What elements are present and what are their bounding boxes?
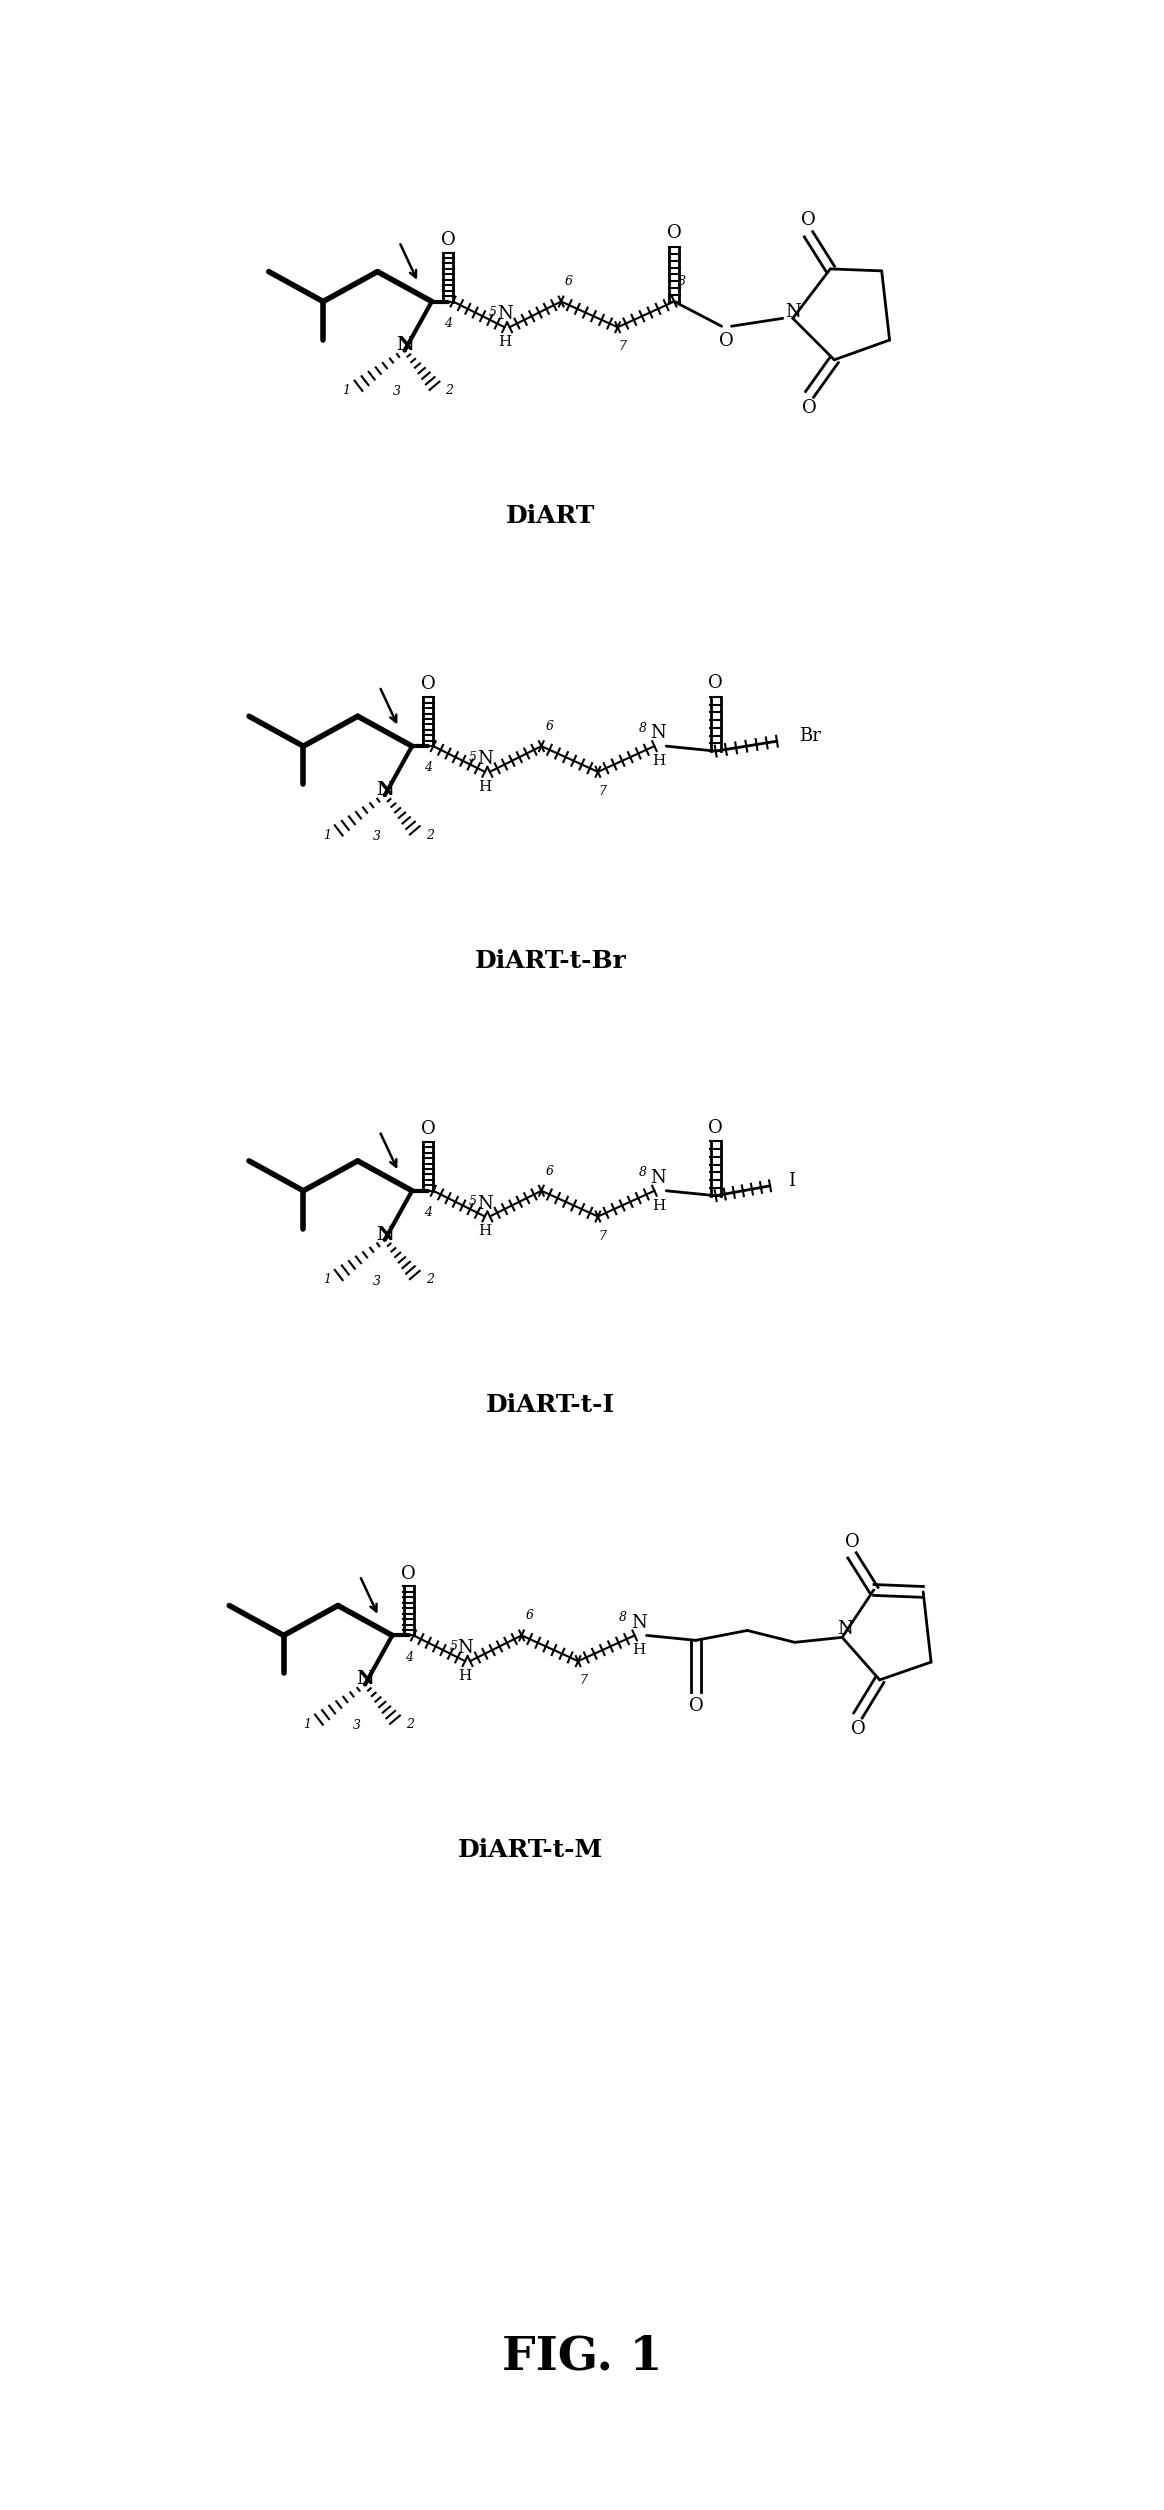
Text: DiART-t-I: DiART-t-I bbox=[485, 1393, 615, 1418]
Text: 2: 2 bbox=[426, 828, 434, 841]
Text: DiART: DiART bbox=[505, 505, 595, 527]
Text: 4: 4 bbox=[405, 1652, 412, 1664]
Text: 7: 7 bbox=[618, 341, 626, 354]
Text: H: H bbox=[478, 781, 491, 793]
Text: O: O bbox=[689, 1697, 703, 1714]
Text: 5: 5 bbox=[489, 306, 497, 319]
Text: 3: 3 bbox=[372, 831, 381, 843]
Text: O: O bbox=[801, 211, 816, 228]
Text: 4: 4 bbox=[445, 316, 452, 329]
Text: 2: 2 bbox=[406, 1717, 414, 1732]
Text: 6: 6 bbox=[525, 1609, 533, 1621]
Text: 3: 3 bbox=[372, 1275, 381, 1288]
Text: N: N bbox=[497, 306, 512, 324]
Text: 8: 8 bbox=[679, 276, 686, 289]
Text: 2: 2 bbox=[446, 384, 453, 397]
Text: 8: 8 bbox=[639, 723, 646, 735]
Text: O: O bbox=[421, 1119, 435, 1137]
Text: N: N bbox=[651, 1170, 666, 1187]
Text: H: H bbox=[498, 334, 511, 349]
Text: N: N bbox=[837, 1621, 853, 1639]
Text: I: I bbox=[788, 1172, 795, 1190]
Text: 3: 3 bbox=[392, 387, 400, 399]
Text: O: O bbox=[709, 1119, 723, 1137]
Text: 4: 4 bbox=[425, 1205, 432, 1220]
Text: H: H bbox=[652, 753, 665, 768]
Text: O: O bbox=[402, 1564, 416, 1584]
Text: N: N bbox=[477, 750, 492, 768]
Text: 6: 6 bbox=[565, 276, 573, 289]
Text: H: H bbox=[652, 1200, 665, 1212]
Text: O: O bbox=[441, 231, 455, 248]
Text: 5: 5 bbox=[469, 1195, 477, 1207]
Text: H: H bbox=[478, 1225, 491, 1237]
Text: DiART-t-Br: DiART-t-Br bbox=[475, 949, 626, 974]
Text: 6: 6 bbox=[545, 1165, 553, 1177]
Text: O: O bbox=[719, 331, 734, 349]
Text: 1: 1 bbox=[322, 1273, 331, 1288]
Text: 3: 3 bbox=[353, 1719, 361, 1732]
Text: H: H bbox=[632, 1644, 645, 1657]
Text: 1: 1 bbox=[322, 828, 331, 841]
Text: O: O bbox=[851, 1719, 865, 1739]
Text: O: O bbox=[709, 673, 723, 693]
Text: N: N bbox=[457, 1639, 473, 1657]
Text: N: N bbox=[785, 304, 801, 321]
Text: 7: 7 bbox=[579, 1674, 587, 1687]
Text: H: H bbox=[459, 1669, 471, 1682]
Text: N: N bbox=[356, 1669, 374, 1689]
Text: 6: 6 bbox=[545, 720, 553, 733]
Text: 7: 7 bbox=[598, 786, 606, 798]
Text: N: N bbox=[651, 725, 666, 743]
Text: N: N bbox=[376, 781, 393, 798]
Text: Br: Br bbox=[799, 728, 821, 745]
Text: 7: 7 bbox=[598, 1230, 606, 1242]
Text: O: O bbox=[845, 1534, 859, 1551]
Text: 8: 8 bbox=[639, 1167, 646, 1180]
Text: N: N bbox=[376, 1225, 393, 1245]
Text: N: N bbox=[396, 336, 413, 354]
Text: N: N bbox=[631, 1614, 646, 1632]
Text: O: O bbox=[421, 675, 435, 693]
Text: 8: 8 bbox=[619, 1611, 626, 1624]
Text: 5: 5 bbox=[469, 750, 477, 763]
Text: 1: 1 bbox=[342, 384, 350, 397]
Text: 5: 5 bbox=[449, 1639, 457, 1652]
Text: N: N bbox=[477, 1195, 492, 1212]
Text: 4: 4 bbox=[425, 761, 432, 776]
Text: O: O bbox=[802, 399, 817, 417]
Text: DiART-t-M: DiART-t-M bbox=[459, 1837, 603, 1862]
Text: FIG. 1: FIG. 1 bbox=[502, 2334, 662, 2379]
Text: 1: 1 bbox=[303, 1717, 311, 1732]
Text: O: O bbox=[667, 223, 682, 243]
Text: 2: 2 bbox=[426, 1273, 434, 1288]
